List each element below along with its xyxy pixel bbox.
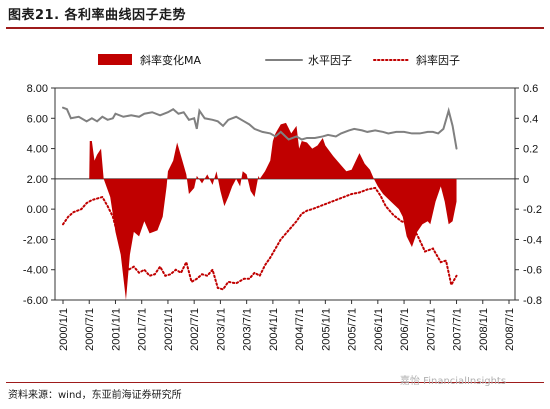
right-axis-label: 0 — [523, 174, 529, 186]
x-axis-label: 2005/1/1 — [320, 308, 332, 351]
left-axis-label: -4.00 — [23, 265, 48, 277]
title-rule — [6, 27, 544, 29]
x-axis-label: 2006/1/1 — [373, 308, 385, 351]
right-axis-label: 0.2 — [523, 144, 538, 156]
watermark-text: 嘉怡 FinancialInsights — [400, 376, 507, 387]
legend: 斜率变化MA 水平因子 斜率因子 — [98, 53, 460, 67]
series-line-level — [62, 106, 458, 150]
right-axis-label: -0.4 — [523, 234, 542, 246]
right-axis-label: -0.2 — [523, 204, 542, 216]
x-axis-label: 2007/1/1 — [425, 308, 437, 351]
right-axis-label: 0.4 — [523, 113, 538, 125]
right-axis-label: -0.6 — [523, 265, 542, 277]
x-axis-label: 2003/1/1 — [215, 308, 227, 351]
series-line-slope — [62, 186, 458, 291]
left-axis-label: 2.00 — [27, 174, 48, 186]
x-axis-label: 2002/7/1 — [189, 308, 201, 351]
x-axis-label: 2008/7/1 — [504, 308, 516, 351]
left-axis-label: 4.00 — [27, 144, 48, 156]
legend-slope-ma-swatch — [98, 54, 132, 65]
left-axis-label: -2.00 — [23, 234, 48, 246]
left-axis-label: -6.00 — [23, 295, 48, 307]
source-note: 资料来源：wind，东亚前海证券研究所 — [8, 390, 182, 401]
left-axis-label: 6.00 — [27, 113, 48, 125]
x-axis-label: 2004/7/1 — [294, 308, 306, 351]
right-axis-label: -0.8 — [523, 295, 542, 307]
plot-frame — [54, 87, 516, 301]
x-axis-label: 2005/7/1 — [347, 308, 359, 351]
x-axis-label: 2002/1/1 — [163, 308, 175, 351]
figure-title: 图表21. 各利率曲线因子走势 — [8, 8, 187, 23]
x-axis-label: 2003/7/1 — [242, 308, 254, 351]
footer-rule — [6, 382, 544, 383]
left-axis-label: 0.00 — [27, 204, 48, 216]
left-axis-label: 8.00 — [27, 83, 48, 95]
x-axis-label: 2000/7/1 — [84, 308, 96, 351]
x-axis-label: 2007/7/1 — [452, 308, 464, 351]
x-axis-label: 2000/1/1 — [58, 308, 70, 351]
legend-slope-ma-label: 斜率变化MA — [140, 53, 201, 67]
x-axis-label: 2008/1/1 — [478, 308, 490, 351]
x-axis-label: 2001/7/1 — [137, 308, 149, 351]
x-axis-label: 2006/7/1 — [399, 308, 411, 351]
plot-area: -6.00 -4.00 -2.00 0.00 2.00 4.00 6.00 8.00 -0.8 -… — [23, 83, 542, 351]
x-axis-label: 2004/1/1 — [268, 308, 280, 351]
legend-slope-label: 斜率因子 — [416, 53, 460, 67]
right-axis-label: 0.6 — [523, 83, 538, 95]
legend-level-label: 水平因子 — [308, 54, 352, 67]
x-axis-label: 2001/1/1 — [110, 308, 122, 351]
series-area-slope-ma — [89, 122, 457, 300]
